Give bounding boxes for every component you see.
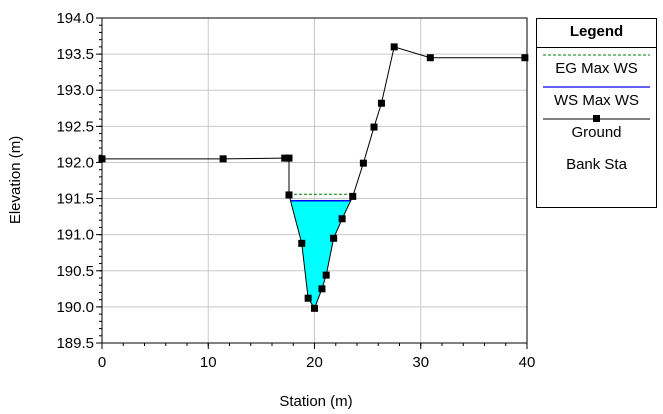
ground-point-marker (338, 215, 346, 223)
legend-title: Legend (537, 19, 656, 48)
y-tick-label: 190.0 (56, 299, 94, 316)
legend-entry-ground: Ground (537, 112, 656, 144)
legend-entry-eg-max-ws: EG Max WS (537, 48, 656, 80)
x-tick-label: 30 (412, 354, 429, 371)
legend-label-ground: Ground (571, 124, 622, 141)
marker-line-swatch-icon (543, 115, 650, 122)
ground-point-marker (311, 304, 318, 312)
ground-point-marker (219, 155, 227, 163)
ground-point-marker (370, 123, 378, 131)
dashed-line-swatch-icon (543, 54, 650, 56)
x-tick-label: 0 (98, 354, 106, 371)
x-tick-label: 10 (200, 354, 217, 371)
water-area-fill (290, 200, 351, 309)
ground-point-marker (349, 192, 357, 200)
legend-label-bank-sta: Bank Sta (566, 156, 627, 173)
x-tick-labels: 0 10 20 30 40 (98, 354, 536, 371)
legend-entry-bank-sta: Bank Sta (537, 144, 656, 176)
y-tick-label: 193.5 (56, 46, 94, 63)
ground-point-marker (285, 191, 293, 199)
ground-point-marker (330, 234, 338, 242)
y-tick-label: 191.0 (56, 227, 94, 244)
y-tick-label: 194.0 (56, 10, 94, 27)
legend-label-ws-max-ws: WS Max WS (554, 92, 639, 109)
ground-markers (98, 43, 529, 312)
x-tick-label: 40 (519, 354, 536, 371)
ground-point-marker (377, 99, 385, 107)
y-axis-title: Elevation (m) (7, 136, 24, 224)
y-tick-label: 192.5 (56, 118, 94, 135)
ground-point-marker (390, 43, 398, 51)
solid-line-swatch-icon (543, 86, 650, 88)
ground-point-marker (281, 154, 289, 162)
axis-ticks (96, 17, 528, 349)
y-tick-label: 192.0 (56, 154, 94, 171)
ground-point-marker (304, 294, 312, 302)
ground-point-marker (298, 239, 306, 247)
y-tick-label: 193.0 (56, 82, 94, 99)
legend-label-eg-max-ws: EG Max WS (555, 60, 638, 77)
y-tick-label: 191.5 (56, 191, 94, 208)
ground-point-marker (285, 154, 293, 162)
x-tick-label: 20 (306, 354, 323, 371)
y-tick-label: 190.5 (56, 263, 94, 280)
ground-point-marker (426, 54, 434, 62)
legend-entry-ws-max-ws: WS Max WS (537, 80, 656, 112)
y-tick-labels: 189.5 190.0 190.5 191.0 191.5 192.0 192.5 193.0… (56, 10, 94, 352)
ground-point-marker (322, 271, 330, 279)
ground-point-marker (521, 54, 529, 62)
ground-point-marker (318, 285, 326, 293)
ground-point-marker (359, 159, 367, 167)
y-tick-label: 189.5 (56, 335, 94, 352)
legend-box: Legend EG Max WS WS Max WS Ground Bank S… (536, 18, 657, 208)
x-axis-title: Station (m) (279, 393, 352, 410)
